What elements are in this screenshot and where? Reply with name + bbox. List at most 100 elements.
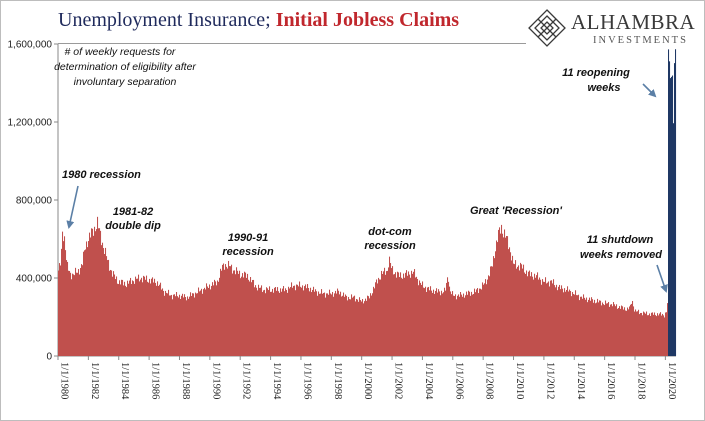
claims-bar — [665, 312, 667, 356]
claims-bar — [598, 302, 600, 356]
claims-bar — [600, 300, 602, 356]
claims-bar — [209, 284, 211, 356]
claims-bar — [658, 315, 660, 356]
claims-bar — [567, 286, 569, 356]
claims-bar — [486, 284, 488, 356]
claims-bar — [110, 269, 112, 356]
claims-bar — [350, 299, 352, 356]
arrow-shutdown — [656, 264, 668, 293]
claims-bar — [268, 290, 270, 356]
claims-bar — [439, 291, 441, 356]
reopening-week-bar — [674, 63, 676, 356]
claims-bar — [189, 296, 191, 356]
label-double-dip: double dip — [105, 220, 161, 232]
claims-bar — [540, 279, 542, 356]
claims-bar — [547, 282, 549, 356]
claims-bar — [523, 264, 525, 356]
claims-bar — [543, 281, 545, 356]
claims-bar — [287, 292, 289, 356]
claims-bar — [369, 298, 371, 356]
claims-bar — [62, 231, 64, 356]
claims-bar — [267, 288, 269, 356]
claims-bar — [254, 287, 256, 356]
claims-bar — [112, 276, 114, 356]
claims-bar — [560, 289, 562, 356]
claims-bar — [607, 303, 609, 356]
claims-bar — [184, 294, 186, 356]
claims-bar — [194, 297, 196, 356]
claims-bar — [470, 295, 472, 356]
claims-bar — [537, 272, 539, 356]
claims-bar — [655, 315, 657, 356]
claims-bar — [400, 272, 402, 356]
claims-bar — [641, 312, 643, 356]
claims-bar — [423, 287, 425, 356]
chart-title-main: Unemployment Insurance; — [58, 9, 276, 31]
claims-bar — [167, 293, 169, 356]
claims-bar — [656, 316, 658, 356]
claims-bar — [569, 289, 571, 356]
claims-bar — [319, 293, 321, 356]
claims-bar — [69, 270, 71, 356]
claims-bar — [644, 312, 646, 356]
claims-bar — [530, 276, 532, 356]
claims-bar — [646, 311, 648, 356]
claims-bar — [552, 283, 554, 356]
claims-bar — [611, 304, 613, 356]
claims-bar — [660, 312, 662, 356]
claims-bar — [632, 300, 634, 356]
claims-bar — [324, 292, 326, 356]
claims-bar — [432, 292, 434, 356]
claims-bar — [290, 287, 292, 356]
claims-bar — [426, 291, 428, 356]
claims-bar — [335, 290, 337, 356]
claims-bar — [449, 286, 451, 356]
claims-bar — [573, 293, 575, 356]
diamond-lattice-icon — [528, 9, 566, 47]
claims-bar — [74, 275, 76, 356]
claims-bar — [332, 291, 334, 356]
claims-bar — [527, 276, 529, 356]
claims-bar — [630, 304, 632, 356]
note-line-2: determination of eligibility after — [54, 61, 196, 73]
claims-bar — [464, 297, 466, 356]
claims-bar — [570, 291, 572, 356]
logo-name: ALHAMBRA — [571, 10, 696, 34]
claims-bar — [575, 290, 577, 356]
x-tick-label: 1/1/2014 — [575, 362, 586, 400]
claims-bar — [431, 290, 433, 356]
claims-bar — [526, 270, 528, 356]
annotation-arrows — [66, 83, 668, 293]
claims-bar — [123, 285, 125, 356]
claims-bar — [183, 297, 185, 356]
claims-bar — [533, 279, 535, 356]
claims-bar — [497, 242, 499, 356]
claims-bar — [594, 299, 596, 356]
claims-bar — [61, 248, 63, 356]
claims-bar — [588, 299, 590, 356]
claims-bar — [561, 285, 563, 356]
claims-bar — [317, 295, 319, 356]
claims-bar — [411, 270, 413, 356]
x-tick-label: 1/1/2002 — [393, 362, 404, 399]
claims-bar — [213, 285, 215, 356]
claims-bar — [321, 289, 323, 356]
claims-bar — [459, 296, 461, 356]
claims-bar — [438, 289, 440, 356]
claims-bar — [170, 295, 172, 356]
claims-bar — [178, 297, 180, 356]
claims-bar — [117, 283, 119, 356]
claims-bar — [83, 251, 85, 356]
claims-bar — [657, 313, 659, 356]
claims-bar — [532, 276, 534, 356]
arrow-reopening — [642, 83, 657, 98]
claims-bar — [329, 289, 331, 356]
claims-bar — [506, 236, 508, 356]
claims-bar — [120, 284, 122, 356]
claims-bar — [181, 295, 183, 356]
claims-bar — [147, 281, 149, 356]
annotations: # of weekly requests for determination o… — [54, 46, 662, 261]
claims-bar — [481, 289, 483, 356]
claims-bar — [483, 284, 485, 356]
claims-bar — [538, 279, 540, 356]
